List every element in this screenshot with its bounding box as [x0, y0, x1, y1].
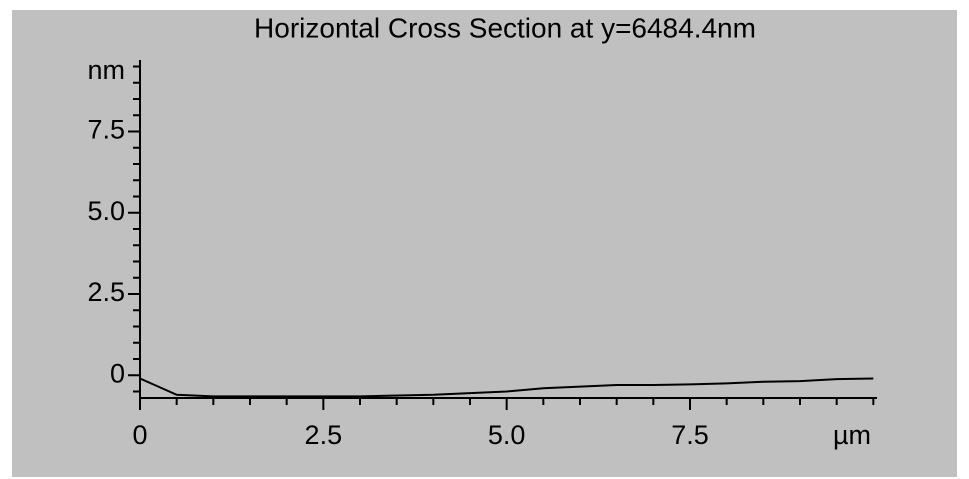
panel [12, 10, 957, 477]
chart-title: Horizontal Cross Section at y=6484.4nm [254, 12, 756, 43]
x-tick-label: 5.0 [488, 420, 526, 450]
y-tick-label: 5.0 [87, 196, 125, 226]
y-tick-label: 7.5 [87, 115, 125, 145]
y-tick-label: 0 [110, 358, 125, 388]
x-tick-label: 0 [132, 420, 147, 450]
x-tick-label: 2.5 [305, 420, 343, 450]
x-axis-label: µm [833, 420, 871, 450]
y-axis-label: nm [87, 55, 125, 85]
y-tick-label: 2.5 [87, 277, 125, 307]
data-line [139, 377, 874, 398]
x-tick-label: 7.5 [671, 420, 709, 450]
